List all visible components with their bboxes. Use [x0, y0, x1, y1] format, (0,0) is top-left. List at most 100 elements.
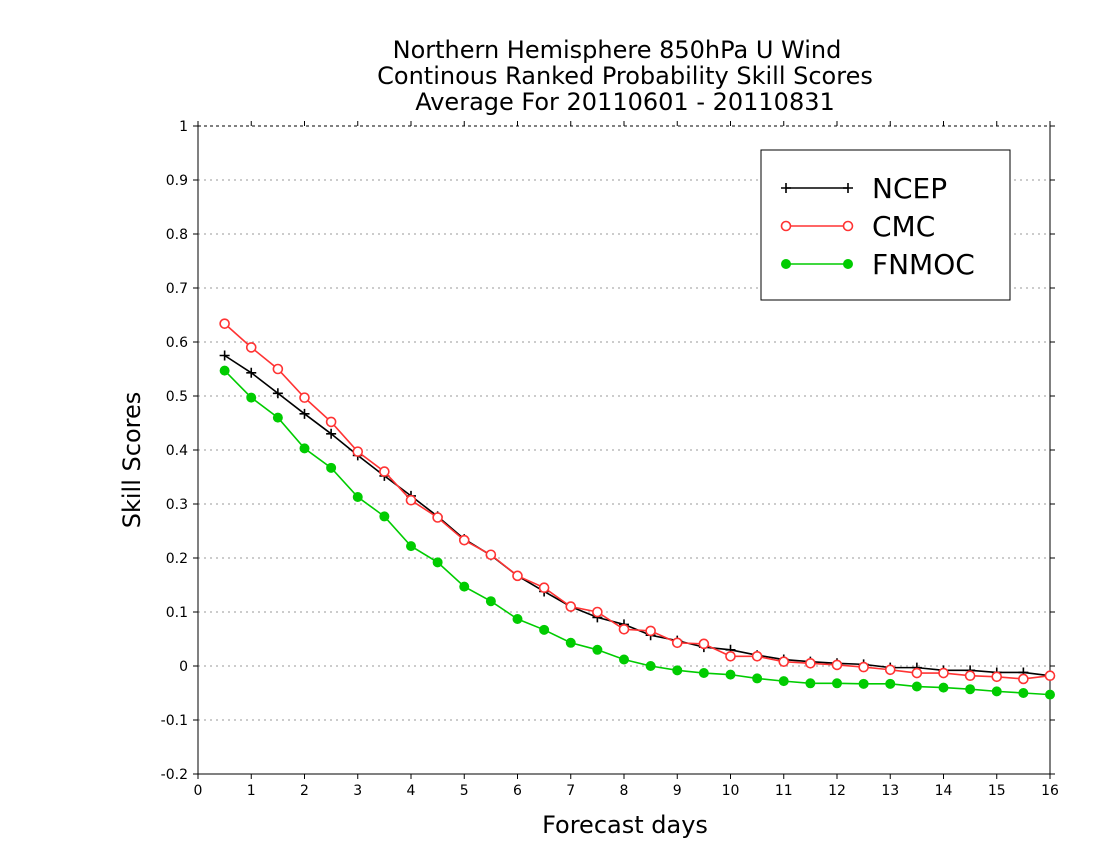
y-tick-label: -0.1 — [161, 713, 188, 729]
data-point-cmc — [458, 534, 470, 546]
x-tick-label: 10 — [722, 783, 740, 799]
data-point-fnmoc — [299, 443, 310, 454]
data-point-fnmoc — [565, 637, 576, 648]
data-point-ncep — [219, 350, 230, 361]
data-point-cmc — [991, 671, 1003, 683]
y-tick-label: 0.8 — [166, 227, 188, 243]
data-point-fnmoc — [672, 665, 683, 676]
data-point-fnmoc — [991, 686, 1002, 697]
x-tick-label: 11 — [775, 783, 793, 799]
data-point-cmc — [725, 650, 736, 662]
y-axis-label: Skill Scores — [118, 392, 146, 529]
data-point-cmc — [964, 670, 976, 682]
data-point-fnmoc — [965, 684, 976, 695]
data-point-fnmoc — [219, 365, 230, 376]
data-point-fnmoc — [1045, 689, 1055, 700]
data-point-fnmoc — [379, 511, 390, 522]
data-point-cmc — [1044, 670, 1056, 682]
y-tick-label: 0.4 — [166, 443, 188, 459]
data-point-cmc — [219, 318, 230, 329]
data-point-fnmoc — [619, 654, 629, 665]
data-point-ncep — [299, 408, 310, 419]
y-tick-label: -0.2 — [161, 767, 188, 783]
data-point-fnmoc — [858, 678, 869, 689]
legend-marker-ncep — [843, 183, 853, 193]
x-tick-label: 7 — [566, 783, 575, 799]
x-tick-label: 2 — [300, 783, 309, 799]
data-point-fnmoc — [539, 624, 550, 635]
legend-marker-fnmoc — [781, 259, 791, 269]
data-point-fnmoc — [1018, 688, 1029, 698]
x-tick-label: 15 — [988, 783, 1006, 799]
legend-box — [760, 149, 1011, 301]
data-point-fnmoc — [805, 678, 816, 689]
data-point-cmc — [698, 638, 710, 650]
data-point-fnmoc — [459, 581, 470, 592]
y-tick-label: 0 — [179, 659, 188, 675]
data-point-fnmoc — [911, 681, 922, 692]
x-axis-label: Forecast days — [542, 811, 708, 839]
data-point-fnmoc — [938, 682, 949, 693]
series-fnmoc — [219, 365, 1055, 700]
data-point-cmc — [379, 466, 390, 477]
y-tick-label: 0.2 — [166, 551, 188, 567]
y-tick-label: 0.5 — [166, 389, 188, 405]
data-point-cmc — [805, 657, 816, 669]
x-tick-label: 16 — [1041, 783, 1059, 799]
x-tick-label: 0 — [194, 783, 203, 799]
title-line-3: Average For 20110601 - 20110831 — [415, 88, 835, 116]
data-point-fnmoc — [832, 678, 842, 689]
data-point-fnmoc — [485, 596, 496, 607]
data-point-cmc — [352, 446, 364, 457]
data-point-fnmoc — [352, 491, 363, 502]
data-point-fnmoc — [592, 644, 603, 655]
x-tick-label: 12 — [828, 783, 846, 799]
data-point-cmc — [618, 623, 630, 635]
y-tick-label: 0.6 — [166, 335, 188, 351]
data-point-fnmoc — [725, 669, 736, 680]
x-tick-label: 9 — [673, 783, 682, 799]
data-point-cmc — [938, 667, 949, 679]
data-point-fnmoc — [885, 678, 896, 689]
title-line-2: Continous Ranked Probability Skill Score… — [377, 62, 873, 90]
data-point-ncep — [272, 388, 283, 399]
x-tick-label: 5 — [460, 783, 469, 799]
data-point-cmc — [1018, 673, 1029, 685]
x-tick-label: 1 — [247, 783, 256, 799]
data-point-cmc — [325, 416, 337, 428]
data-point-fnmoc — [246, 392, 257, 403]
data-point-fnmoc — [432, 557, 443, 568]
legend-label-cmc: CMC — [872, 210, 935, 243]
data-point-ncep — [326, 428, 337, 439]
data-point-cmc — [272, 363, 284, 375]
data-point-cmc — [671, 637, 683, 649]
data-point-cmc — [911, 667, 923, 679]
data-point-fnmoc — [406, 541, 416, 552]
y-tick-label: 0.9 — [166, 173, 188, 189]
data-point-cmc — [751, 650, 763, 662]
data-point-cmc — [538, 582, 550, 594]
data-point-cmc — [405, 494, 417, 506]
legend-label-ncep: NCEP — [872, 172, 947, 205]
data-point-cmc — [592, 606, 603, 618]
x-tick-label: 6 — [513, 783, 522, 799]
legend-marker-ncep — [781, 183, 791, 193]
x-tick-label: 3 — [353, 783, 362, 799]
legend-marker-cmc — [842, 220, 854, 232]
x-tick-label: 13 — [881, 783, 899, 799]
series-cmc — [219, 318, 1056, 685]
legend: NCEP CMC FNMOC — [760, 149, 1011, 301]
x-tick-label: 8 — [620, 783, 629, 799]
legend-marker-fnmoc — [843, 259, 853, 269]
title-line-1: Northern Hemisphere 850hPa U Wind — [393, 36, 842, 64]
data-point-fnmoc — [512, 614, 523, 625]
y-tick-label: 0.1 — [166, 605, 188, 621]
data-point-cmc — [831, 659, 843, 671]
axes: -0.2-0.100.10.20.30.40.50.60.70.80.910 1 2… — [161, 119, 1059, 799]
chart-title: Northern Hemisphere 850hPa U Wind Contin… — [377, 36, 873, 116]
data-point-cmc — [512, 570, 523, 582]
data-point-fnmoc — [272, 412, 283, 423]
x-tick-label: 14 — [935, 783, 953, 799]
legend-label-fnmoc: FNMOC — [872, 248, 975, 281]
data-point-fnmoc — [778, 676, 789, 687]
